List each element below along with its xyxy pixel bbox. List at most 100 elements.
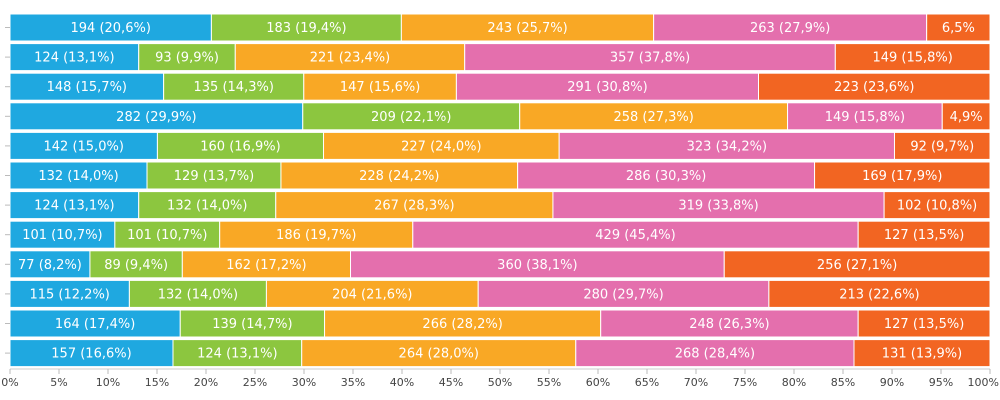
x-axis: 0% 5% 10% 15% 20% 25% 30% 35% 40% 45% 50% 55% 60% 65%… xyxy=(1,27,999,389)
data-label: 221 (23,4%) xyxy=(310,51,390,66)
data-label: 93 (9,9%) xyxy=(155,51,219,66)
data-label: 429 (45,4%) xyxy=(595,228,675,243)
data-label: 124 (13,1%) xyxy=(197,347,277,362)
bar-segment xyxy=(853,339,991,368)
data-label: 132 (14,0%) xyxy=(38,169,118,184)
bar-segment xyxy=(234,43,466,72)
data-label: 102 (10,8%) xyxy=(897,199,977,214)
x-tick-label: 100% xyxy=(968,376,999,389)
bar-segment xyxy=(412,220,859,249)
bars-group: 194 (20,6%) 183 (19,4%) 243 (25,7%) 263 (27… xyxy=(9,13,991,368)
x-tick-label: 5% xyxy=(50,376,67,389)
data-label: 186 (19,7%) xyxy=(276,228,356,243)
data-label: 157 (16,6%) xyxy=(51,347,131,362)
bar-row: 77 (8,2%) 89 (9,4%) 162 (17,2%) 360 (38,1%)… xyxy=(9,250,991,279)
x-tick-label: 50% xyxy=(488,376,512,389)
data-label: 194 (20,6%) xyxy=(71,21,151,36)
bar-segment xyxy=(265,279,479,308)
data-label: 139 (14,7%) xyxy=(212,317,292,332)
data-label: 263 (27,9%) xyxy=(750,21,830,36)
data-label: 204 (21,6%) xyxy=(332,287,412,302)
data-label: 169 (17,9%) xyxy=(862,169,942,184)
bar-segment xyxy=(600,309,859,338)
bar-segment xyxy=(138,43,236,72)
bar-row: 194 (20,6%) 183 (19,4%) 243 (25,7%) 263 (27… xyxy=(9,13,991,42)
x-tick-label: 35% xyxy=(341,376,365,389)
data-label: 127 (13,5%) xyxy=(884,317,964,332)
x-tick-label: 30% xyxy=(292,376,316,389)
bar-segment xyxy=(302,102,521,131)
data-label: 92 (9,7%) xyxy=(910,139,974,154)
x-tick-label: 90% xyxy=(880,376,904,389)
bar-segment xyxy=(303,72,457,101)
x-tick-label: 45% xyxy=(439,376,463,389)
bar-row: 132 (14,0%) 129 (13,7%) 228 (24,2%) 286 (30… xyxy=(9,161,991,190)
data-label: 183 (19,4%) xyxy=(266,21,346,36)
bar-segment xyxy=(941,102,991,131)
bar-segment xyxy=(163,72,305,101)
bar-row: 282 (29,9%) 209 (22,1%) 258 (27,3%) 149 (15… xyxy=(9,102,991,131)
bar-segment xyxy=(464,43,836,72)
data-label: 213 (22,6%) xyxy=(839,287,919,302)
data-label: 264 (28,0%) xyxy=(399,347,479,362)
data-label: 248 (26,3%) xyxy=(689,317,769,332)
bar-segment xyxy=(575,339,855,368)
x-tick-label: 15% xyxy=(145,376,169,389)
bar-row: 101 (10,7%) 101 (10,7%) 186 (19,7%) 429 (45… xyxy=(9,220,991,249)
data-label: 323 (34,2%) xyxy=(687,139,767,154)
x-tick-label: 40% xyxy=(390,376,414,389)
data-label: 89 (9,4%) xyxy=(104,258,168,273)
data-label: 135 (14,3%) xyxy=(194,80,274,95)
bar-segment xyxy=(181,250,352,279)
bar-segment xyxy=(517,161,816,190)
data-label: 267 (28,3%) xyxy=(374,199,454,214)
bar-segment xyxy=(857,220,991,249)
data-label: 101 (10,7%) xyxy=(127,228,207,243)
data-label: 142 (15,0%) xyxy=(44,139,124,154)
bar-segment xyxy=(9,191,140,220)
bar-row: 157 (16,6%) 124 (13,1%) 264 (28,0%) 268 (28… xyxy=(9,339,991,368)
data-label: 77 (8,2%) xyxy=(18,258,82,273)
bar-segment xyxy=(9,220,116,249)
data-label: 132 (14,0%) xyxy=(167,199,247,214)
bar-segment xyxy=(893,131,991,160)
data-label: 148 (15,7%) xyxy=(47,80,127,95)
bar-segment xyxy=(455,72,759,101)
data-label: 149 (15,8%) xyxy=(825,110,905,125)
bar-segment xyxy=(787,102,943,131)
data-label: 243 (25,7%) xyxy=(487,21,567,36)
x-tick-label: 80% xyxy=(782,376,806,389)
data-label: 162 (17,2%) xyxy=(226,258,306,273)
data-label: 227 (24,0%) xyxy=(401,139,481,154)
x-tick-label: 25% xyxy=(243,376,267,389)
bar-segment xyxy=(172,339,303,368)
x-tick-label: 20% xyxy=(194,376,218,389)
bar-segment xyxy=(768,279,991,308)
bar-row: 148 (15,7%) 135 (14,3%) 147 (15,6%) 291 (30… xyxy=(9,72,991,101)
data-label: 164 (17,4%) xyxy=(55,317,135,332)
x-tick-label: 60% xyxy=(586,376,610,389)
data-label: 131 (13,9%) xyxy=(882,347,962,362)
x-tick-label: 55% xyxy=(537,376,561,389)
data-label: 127 (13,5%) xyxy=(884,228,964,243)
bar-segment xyxy=(834,43,991,72)
data-label: 319 (33,8%) xyxy=(678,199,758,214)
x-tick-label: 10% xyxy=(96,376,120,389)
x-tick-label: 70% xyxy=(684,376,708,389)
bar-segment xyxy=(9,339,174,368)
bar-segment xyxy=(9,13,212,42)
data-label: 357 (37,8%) xyxy=(610,51,690,66)
bar-segment xyxy=(883,191,991,220)
x-tick-label: 75% xyxy=(733,376,757,389)
data-label: 132 (14,0%) xyxy=(158,287,238,302)
bar-segment xyxy=(857,309,991,338)
bar-segment xyxy=(219,220,414,249)
bar-segment xyxy=(210,13,402,42)
bar-segment xyxy=(114,220,221,249)
x-tick-label: 95% xyxy=(929,376,953,389)
data-label: 291 (30,8%) xyxy=(567,80,647,95)
data-label: 223 (23,6%) xyxy=(834,80,914,95)
bar-segment xyxy=(9,309,181,338)
data-label: 256 (27,1%) xyxy=(817,258,897,273)
